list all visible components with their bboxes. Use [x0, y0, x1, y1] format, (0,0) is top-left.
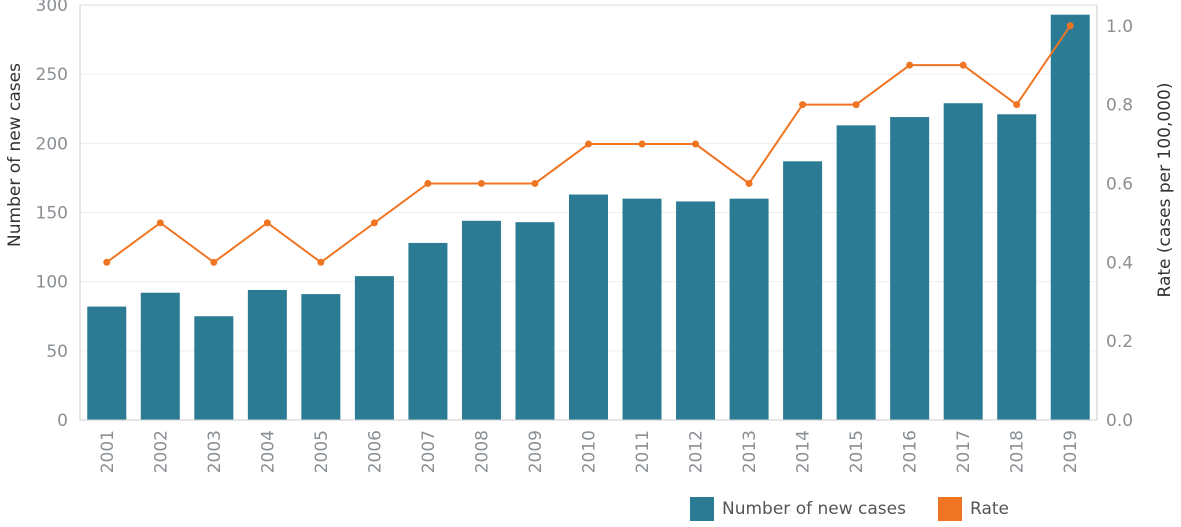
x-tick-label: 2009	[526, 430, 546, 473]
y-axis-title: Number of new cases	[5, 63, 25, 247]
bar	[569, 194, 608, 420]
axes	[79, 4, 1098, 421]
rate-line-series	[103, 22, 1074, 266]
rate-point	[638, 140, 646, 148]
rate-point	[103, 258, 111, 266]
x-tick-label: 2016	[901, 430, 921, 473]
x-tick-label: 2007	[419, 430, 439, 473]
bar	[622, 198, 662, 420]
rate-point	[745, 179, 753, 187]
bar	[997, 114, 1037, 421]
x-tick-label: 2003	[205, 430, 225, 473]
bar-series	[87, 14, 1090, 421]
y-tick-label: 100	[36, 273, 68, 293]
x-tick-label: 2019	[1061, 430, 1081, 473]
x-tick-label: 2017	[954, 430, 974, 473]
x-tick-label: 2002	[151, 430, 171, 473]
bar	[783, 161, 823, 421]
rate-point	[210, 258, 218, 266]
bar	[247, 289, 287, 420]
rate-point	[531, 179, 539, 187]
y-tick-label: 200	[36, 134, 68, 154]
y2-tick-label: 1.0	[1106, 17, 1133, 37]
y-tick-label: 0	[57, 411, 68, 431]
rate-point	[799, 101, 807, 109]
x-tick-label: 2018	[1008, 430, 1028, 473]
bar	[140, 292, 180, 420]
left-axis-ticks: 0 50 100 150 200 250 300	[36, 0, 68, 431]
x-axis-ticks: 2001 2002 2003 2004 2005 2006 2007 2008 2009 2010…	[98, 430, 1081, 473]
bar	[301, 294, 341, 420]
bar	[408, 242, 448, 420]
bar	[515, 222, 555, 420]
legend-rate: Rate	[938, 497, 1009, 521]
y-tick-label: 150	[36, 204, 68, 224]
rate-point	[156, 219, 164, 227]
legend-label-bars: Number of new cases	[722, 499, 906, 519]
legend: Number of new cases	[690, 497, 906, 521]
rate-point	[959, 61, 967, 69]
bar	[194, 316, 234, 420]
y2-tick-label: 0.4	[1106, 253, 1133, 273]
x-tick-label: 2006	[365, 430, 385, 473]
bar	[1050, 14, 1090, 421]
bar	[729, 198, 769, 420]
x-tick-label: 2010	[580, 430, 600, 473]
bar	[676, 201, 716, 420]
x-tick-label: 2015	[847, 430, 867, 473]
x-tick-label: 2005	[312, 430, 332, 473]
y2-tick-label: 0.8	[1106, 96, 1133, 116]
rate-point	[906, 61, 914, 69]
rate-point	[1066, 22, 1074, 30]
bar	[354, 276, 394, 420]
x-tick-label: 2001	[98, 430, 118, 473]
bar	[890, 117, 930, 421]
rate-point	[477, 179, 485, 187]
right-axis-ticks: 0.0 0.2 0.4 0.6 0.8 1.0	[1106, 17, 1133, 431]
rate-point	[317, 258, 325, 266]
x-tick-label: 2008	[472, 430, 492, 473]
y-tick-label: 300	[36, 0, 68, 16]
rate-point	[370, 219, 378, 227]
rate-point	[263, 219, 271, 227]
x-tick-label: 2011	[633, 430, 653, 473]
x-tick-label: 2014	[794, 430, 814, 473]
bar	[87, 306, 127, 420]
legend-swatch-rate	[938, 497, 962, 521]
legend-label-rate: Rate	[970, 499, 1009, 519]
rate-point	[852, 101, 860, 109]
y2-axis-title: Rate (cases per 100,000)	[1155, 83, 1175, 298]
rate-point	[585, 140, 592, 148]
bar	[836, 125, 876, 420]
rate-point	[424, 179, 432, 187]
x-tick-label: 2012	[687, 430, 707, 473]
x-tick-label: 2013	[740, 430, 760, 473]
y2-tick-label: 0.6	[1106, 174, 1133, 194]
y2-tick-label: 0.0	[1106, 411, 1133, 431]
bar	[461, 220, 501, 420]
y2-tick-label: 0.2	[1106, 332, 1133, 352]
x-tick-label: 2004	[258, 430, 278, 473]
bar	[943, 103, 983, 420]
y-tick-label: 50	[46, 342, 68, 362]
rate-point	[692, 140, 700, 148]
y-tick-label: 250	[36, 65, 68, 85]
rate-point	[1013, 101, 1021, 109]
legend-swatch-bars	[690, 497, 714, 521]
